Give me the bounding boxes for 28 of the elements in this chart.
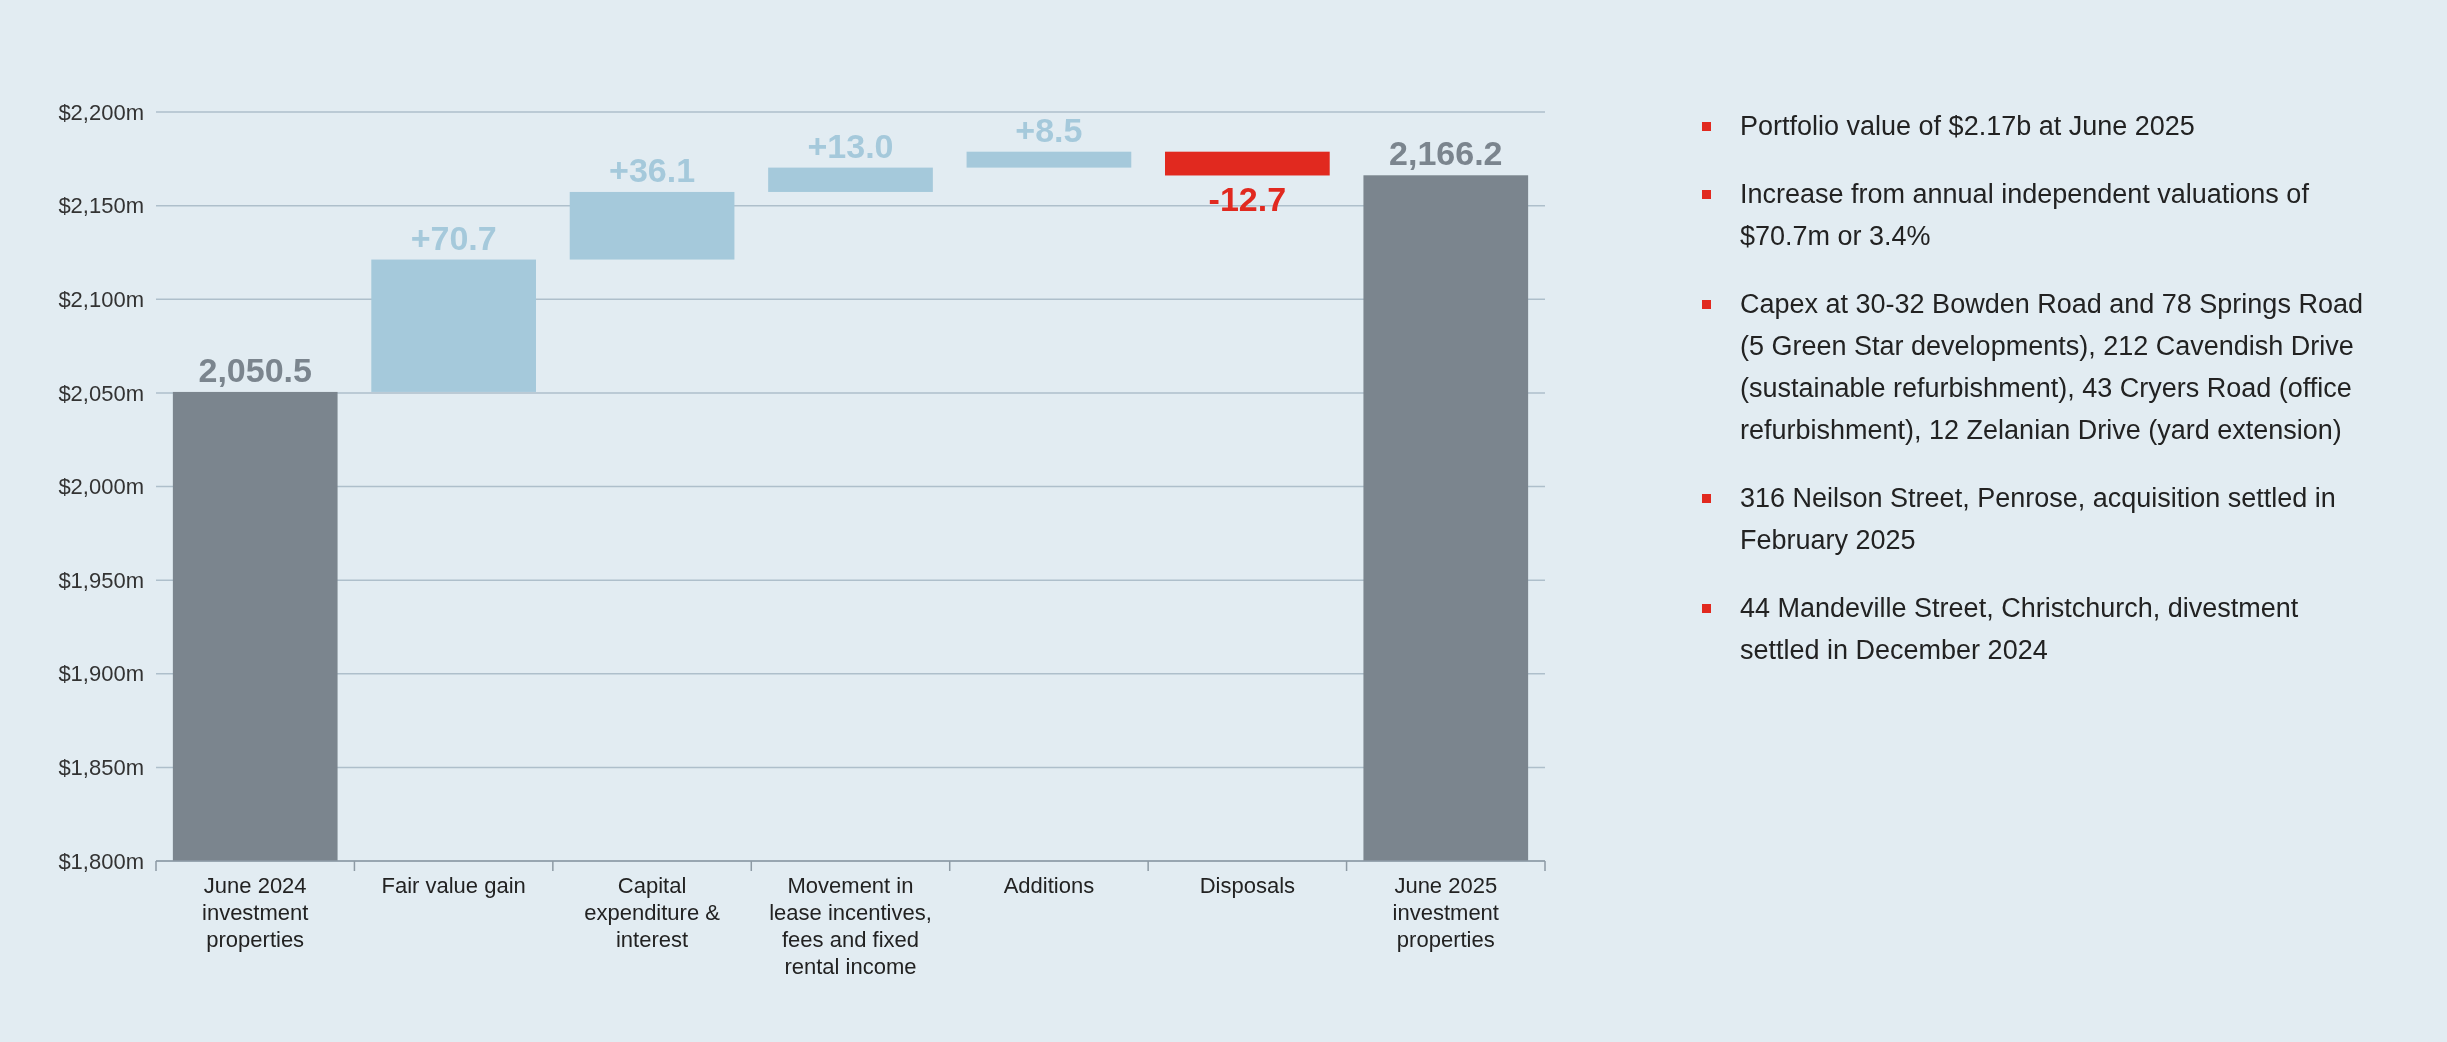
data-label: +36.1 (609, 150, 696, 189)
y-tick-label: $2,000m (58, 474, 144, 500)
y-tick-label: $2,050m (58, 380, 144, 406)
text: 44 Mandeville Street, Christchurch, divestment settled in December 2024 (1740, 593, 2299, 665)
text: Portfolio value of $2.17b at June 2025 (1740, 111, 2195, 141)
x-tick-label: Movement in lease incentives, fees and fixed rental income (769, 873, 932, 979)
text: Increase from annual independent valuations of $70.7m or 3.4% (1740, 179, 2309, 251)
y-tick-label: $1,850m (58, 755, 144, 781)
data-label: -12.7 (1208, 180, 1287, 219)
y-tick-label: $2,200m (58, 99, 144, 125)
data-label: +8.5 (1015, 110, 1083, 149)
x-tick-label: Disposals (1199, 873, 1296, 898)
data-label: 2,166.2 (1389, 134, 1503, 173)
data-label: +70.7 (410, 218, 497, 257)
y-tick-label: $1,900m (58, 661, 144, 687)
data-label: +13.0 (807, 126, 894, 165)
x-tick-label: June 2025 investment properties (1392, 873, 1499, 952)
data-label: 2,050.5 (198, 350, 312, 389)
y-tick-label: $2,150m (58, 193, 144, 219)
y-tick-label: $1,950m (58, 567, 144, 593)
text: Capex at 30-32 Bowden Road and 78 Springs Road (5 Green Star developments), 212 Cavendish Drive (sustainable refurbishment), 43 Cryers Road (office refurbishment), 12 Zelanian Drive (yard extension) (1740, 289, 2363, 445)
x-tick-label: Capital expenditure & interest (584, 873, 721, 952)
x-tick-label: June 2024 investment properties (202, 873, 309, 952)
y-tick-label: $1,800m (58, 848, 144, 874)
y-tick-label: $2,100m (58, 286, 144, 312)
x-tick-label: Additions (1003, 873, 1095, 898)
x-tick-label: Fair value gain (381, 873, 526, 898)
text: 316 Neilson Street, Penrose, acquisition settled in February 2025 (1740, 483, 2336, 555)
